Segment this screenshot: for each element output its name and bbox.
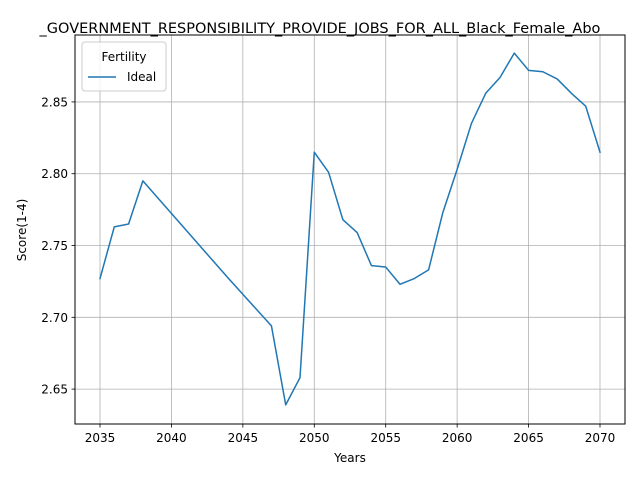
x-tick-label: 2050 [299, 431, 330, 445]
x-tick-label: 2055 [370, 431, 401, 445]
x-axis-ticks: 2035 2040 2045 2050 2055 2060 2065 2070 [85, 424, 616, 445]
y-tick-label: 2.75 [41, 239, 68, 253]
chart-title: _GOVERNMENT_RESPONSIBILITY_PROVIDE_JOBS_… [39, 21, 601, 37]
y-tick-label: 2.70 [41, 311, 68, 325]
y-tick-label: 2.80 [41, 167, 68, 181]
series-line-ideal [99, 52, 601, 406]
grid [75, 35, 625, 424]
y-tick-label: 2.65 [41, 383, 68, 397]
legend: Fertility Ideal [81, 41, 167, 92]
x-tick-label: 2065 [513, 431, 544, 445]
x-tick-label: 2060 [442, 431, 473, 445]
series-layer [99, 52, 601, 406]
x-axis-label: Years [333, 451, 366, 465]
y-axis-label: Score(1-4) [15, 199, 29, 262]
x-tick-label: 2040 [156, 431, 187, 445]
legend-title: Fertility [101, 50, 146, 64]
legend-label-ideal: Ideal [127, 70, 156, 84]
x-tick-label: 2045 [228, 431, 259, 445]
x-tick-label: 2070 [585, 431, 616, 445]
legend-box [81, 41, 167, 92]
y-tick-label: 2.85 [41, 95, 68, 109]
plot-area-frame [74, 34, 626, 425]
x-tick-label: 2035 [85, 431, 116, 445]
y-axis-ticks: 2.65 2.70 2.75 2.80 2.85 [41, 95, 75, 397]
